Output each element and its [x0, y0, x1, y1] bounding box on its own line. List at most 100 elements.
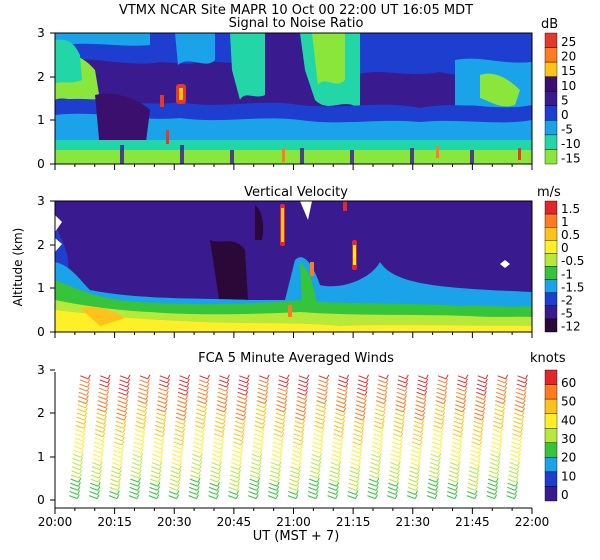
wind-barb	[213, 437, 222, 442]
wind-barb	[230, 470, 239, 475]
wind-barb	[353, 429, 362, 433]
wind-barb	[74, 437, 83, 442]
wind-barb	[511, 441, 520, 446]
wind-barb	[287, 495, 297, 500]
wind-barb	[169, 478, 179, 483]
wind-barb	[432, 429, 442, 433]
wind-barb	[307, 495, 316, 500]
wind-barb	[476, 387, 485, 392]
time-tick-labels: 20:00 20:15 20:30 20:45 21:00 21:15 21:30 21:45…	[38, 515, 550, 529]
colorbar-label: -5	[561, 122, 573, 136]
wind-barb	[252, 449, 261, 454]
wind-barb	[198, 387, 207, 392]
snr-ytick-0: 0	[37, 157, 45, 171]
wind-barb	[250, 470, 259, 475]
wind-barb	[391, 445, 401, 450]
wind-barb	[417, 375, 427, 380]
wind-barb	[135, 416, 145, 421]
wind-barb	[98, 396, 107, 400]
wind-barb	[512, 429, 521, 433]
snr-x-ticks	[54, 164, 533, 170]
wind-barb	[369, 466, 379, 471]
wind-barb	[431, 449, 440, 454]
wind-barb	[457, 379, 466, 384]
wind-barb	[113, 449, 122, 454]
wind-barb	[349, 470, 358, 475]
wind-barb	[486, 491, 496, 495]
wind-barb	[191, 466, 200, 471]
wind-barb	[69, 491, 78, 495]
wind-barb	[488, 470, 498, 475]
colorbar-swatch	[544, 61, 558, 77]
wind-barb	[429, 462, 439, 467]
wind-barb	[489, 466, 498, 471]
wind-barb	[232, 449, 241, 454]
colorbar-swatch	[544, 471, 558, 487]
wind-barb	[237, 387, 247, 392]
colorbar-label: 20	[561, 50, 576, 64]
wind-barb	[351, 445, 361, 450]
wind-barb	[429, 470, 438, 475]
wind-barb	[455, 404, 464, 409]
colorbar-label: 60	[561, 376, 576, 390]
wind-barb	[408, 482, 417, 487]
wind-barb	[466, 491, 476, 495]
wind-barb	[255, 408, 265, 413]
wind-barb	[371, 449, 380, 454]
wind-barb	[333, 433, 342, 438]
wind-barb	[476, 383, 486, 388]
snr-ytick-1: 1	[37, 113, 45, 127]
velocity-ytick-1: 1	[37, 281, 45, 295]
wind-barb	[330, 457, 340, 462]
wind-barb	[96, 408, 106, 413]
wind-barb	[416, 396, 425, 400]
wind-barb	[93, 445, 102, 450]
wind-barb	[214, 429, 223, 433]
wind-barb	[77, 400, 87, 405]
wind-barb	[188, 495, 197, 500]
wind-barb	[396, 387, 406, 392]
wind-barb	[311, 457, 320, 462]
wind-barb	[434, 416, 443, 421]
wind-barb	[273, 433, 282, 438]
wind-barb	[289, 478, 298, 483]
wind-barb	[488, 474, 497, 479]
wind-barb	[374, 420, 383, 425]
snr-panel-title: Signal to Noise Ratio	[229, 16, 364, 31]
wind-barb	[137, 396, 147, 400]
wind-barb	[170, 474, 179, 479]
wind-barb	[435, 396, 445, 400]
wind-barb	[472, 433, 481, 438]
wind-barb	[257, 387, 267, 392]
wind-barb	[374, 416, 383, 421]
wind-barb	[75, 420, 85, 425]
wind-barb	[456, 383, 466, 388]
wind-barb	[150, 474, 159, 479]
wind-barb	[168, 495, 177, 500]
wind-barb	[238, 383, 247, 388]
wind-barb	[486, 495, 495, 500]
wind-barb	[390, 453, 400, 458]
wind-barb	[508, 470, 517, 475]
wind-barb	[512, 424, 522, 429]
wind-barb	[414, 416, 423, 421]
wind-barb	[389, 470, 398, 475]
wind-barb	[291, 449, 301, 454]
wind-profile	[466, 374, 489, 500]
colorbar-label: -2	[561, 293, 573, 307]
wind-barb	[454, 408, 464, 413]
wind-barb	[432, 437, 441, 442]
wind-profile	[367, 374, 389, 500]
wind-barb	[95, 429, 104, 433]
wind-barb	[136, 408, 146, 413]
time-tick-label: 21:45	[455, 515, 490, 529]
wind-barb	[430, 457, 439, 462]
wind-barb	[331, 453, 340, 458]
wind-barb	[77, 408, 86, 413]
wind-barb	[250, 466, 259, 471]
colorbar-label: -15	[561, 152, 581, 166]
wind-barb	[270, 466, 279, 471]
wind-barb	[410, 453, 420, 458]
wind-barbs	[69, 374, 528, 500]
wind-barb	[411, 445, 420, 450]
